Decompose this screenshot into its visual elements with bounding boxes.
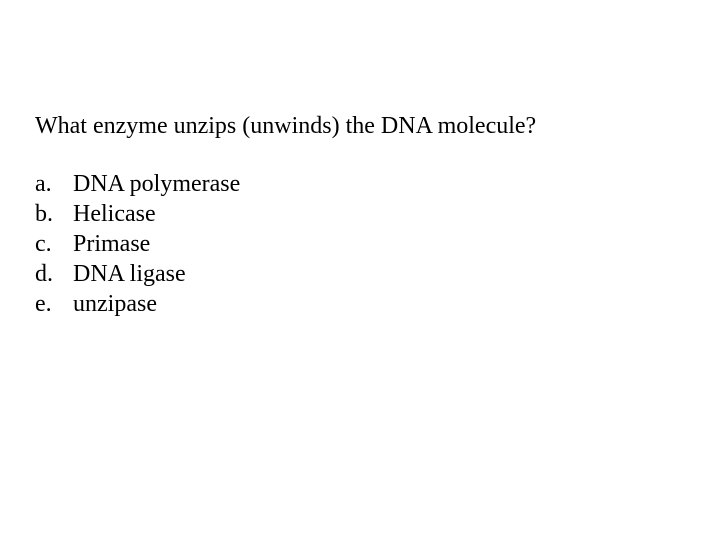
option-b: b. Helicase: [35, 199, 536, 229]
option-letter: a.: [35, 169, 73, 199]
option-text: DNA polymerase: [73, 169, 240, 199]
option-letter: c.: [35, 229, 73, 259]
option-d: d. DNA ligase: [35, 259, 536, 289]
option-a: a. DNA polymerase: [35, 169, 536, 199]
question-block: What enzyme unzips (unwinds) the DNA mol…: [35, 112, 536, 319]
option-text: Helicase: [73, 199, 156, 229]
option-text: DNA ligase: [73, 259, 186, 289]
question-text: What enzyme unzips (unwinds) the DNA mol…: [35, 112, 536, 141]
option-letter: e.: [35, 289, 73, 319]
option-text: Primase: [73, 229, 150, 259]
option-e: e. unzipase: [35, 289, 536, 319]
option-text: unzipase: [73, 289, 157, 319]
option-c: c. Primase: [35, 229, 536, 259]
options-list: a. DNA polymerase b. Helicase c. Primase…: [35, 169, 536, 319]
option-letter: d.: [35, 259, 73, 289]
option-letter: b.: [35, 199, 73, 229]
